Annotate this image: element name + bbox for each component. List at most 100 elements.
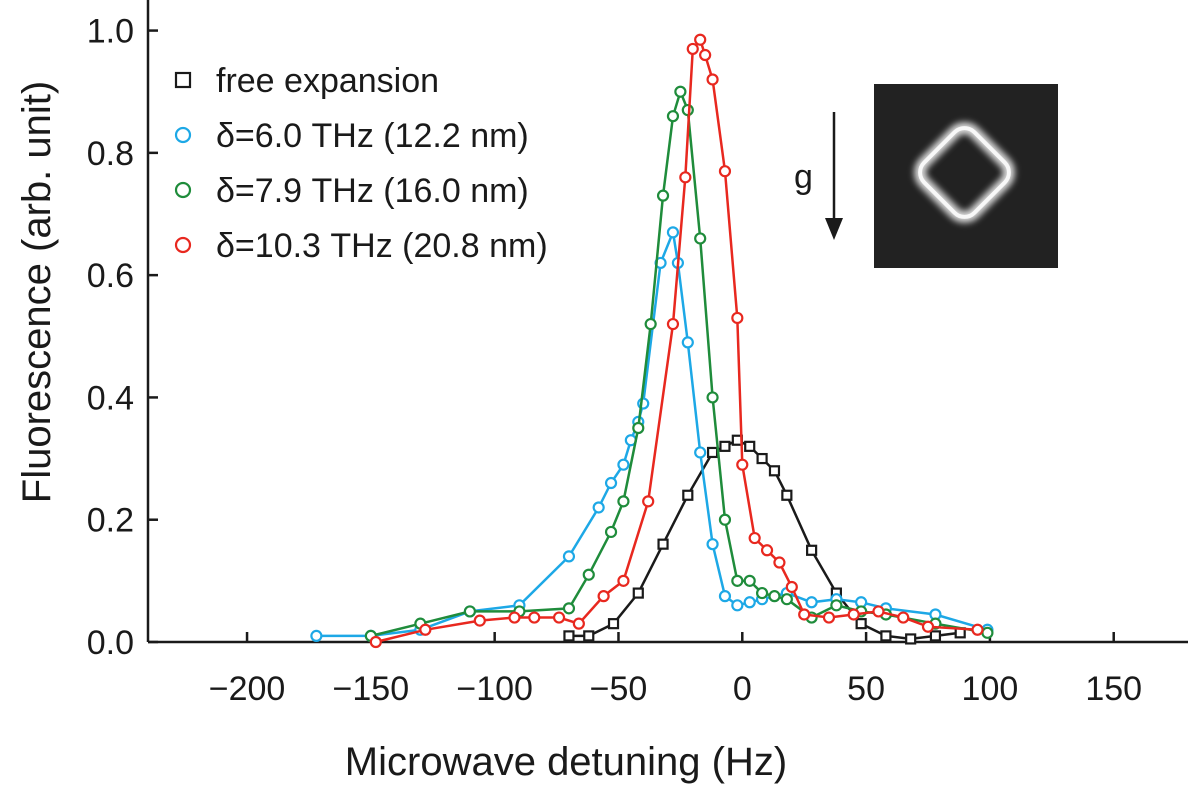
x-tick-label: −50 [590,670,648,708]
data-point [719,440,731,452]
series-3 [369,33,984,649]
legend-marker [174,71,192,89]
data-point [780,593,793,606]
series-layer [310,33,994,649]
data-point [604,525,618,539]
data-point [805,596,818,609]
legend-label: δ=6.0 THz (12.2 nm) [216,117,529,155]
data-point [731,311,744,325]
data-point [921,620,935,633]
data-point [369,635,382,649]
inset: g [794,84,1058,268]
x-tick-label: −200 [209,670,286,708]
data-point [617,458,630,471]
data-point [682,489,694,501]
data-point [706,446,719,459]
data-point [681,336,694,349]
series-line [316,227,988,638]
legend-label: δ=10.3 THz (20.8 nm) [216,227,548,265]
gravity-label: g [794,158,813,196]
legend-marker [174,236,192,254]
inset-background [874,84,1058,268]
data-point [822,611,836,624]
data-point [736,458,749,471]
data-point [562,602,576,615]
x-tick-label: 50 [847,670,885,708]
inset-cloud-image [874,84,1058,268]
series-line [370,87,988,638]
data-point [706,73,719,86]
data-point [731,574,744,587]
data-point [830,599,843,612]
data-point [755,586,769,600]
data-point [597,590,610,603]
data-point [699,48,712,62]
data-point [798,608,811,621]
data-point [419,623,432,636]
data-point [706,538,719,551]
y-tick-label: 0.8 [87,135,134,173]
x-tick-label: −150 [333,670,410,708]
data-point [632,587,644,599]
y-tick-label: 0.0 [87,624,134,662]
data-point [686,42,699,56]
data-point [694,446,707,459]
data-point [694,33,707,46]
legend: free expansion δ=6.0 THz (12.2 nm) δ=7.9 T… [174,62,548,265]
x-tick-label: 0 [733,670,752,708]
data-point [785,580,798,594]
data-point [582,568,595,581]
legend-label: δ=7.9 THz (16.0 nm) [216,172,529,210]
data-point [718,165,732,178]
series-0 [563,434,966,645]
data-point [592,501,605,514]
data-point [718,590,732,603]
data-point [855,618,867,630]
data-point [657,538,669,550]
data-point [572,617,585,630]
data-point [760,544,774,557]
data-point [897,611,910,624]
data-point [929,630,942,642]
y-tick-label: 1.0 [87,13,134,51]
x-tick-label: 100 [962,670,1019,708]
data-point [847,608,860,621]
data-point [583,630,595,642]
data-point [656,189,670,202]
data-point [679,171,692,184]
x-tick-label: −100 [456,670,533,708]
data-point [617,495,630,508]
y-axis-ticks: 0.0 0.2 0.4 0.6 0.8 1.0 [87,13,158,662]
x-axis-label: Microwave detuning (Hz) [345,740,787,784]
data-point [905,633,917,645]
inset-ring-core [918,126,1011,219]
data-point [768,590,781,603]
y-axis-label: Fluorescence (arb. unit) [15,81,59,503]
data-point [744,440,756,452]
data-point [666,226,680,239]
legend-marker [174,181,192,199]
axes [146,0,1188,644]
data-point [632,421,645,435]
data-point [743,574,756,587]
data-point [773,556,786,569]
x-axis-ticks: −200 −150 −100 −50 0 50 100 150 [209,632,1142,708]
data-point [872,605,885,618]
data-point [666,110,680,123]
data-point [981,626,994,639]
data-point [748,531,761,545]
gravity-arrowhead-icon [825,218,843,240]
data-point [528,611,541,624]
data-point [731,599,744,612]
data-point [666,317,680,331]
data-point [694,232,707,245]
data-point [617,574,630,587]
data-point [644,317,657,331]
data-point [756,452,768,465]
x-tick-label: 150 [1085,670,1142,708]
data-point [768,465,781,477]
data-point [310,629,323,642]
legend-label: free expansion [216,62,439,100]
data-point [743,596,756,609]
